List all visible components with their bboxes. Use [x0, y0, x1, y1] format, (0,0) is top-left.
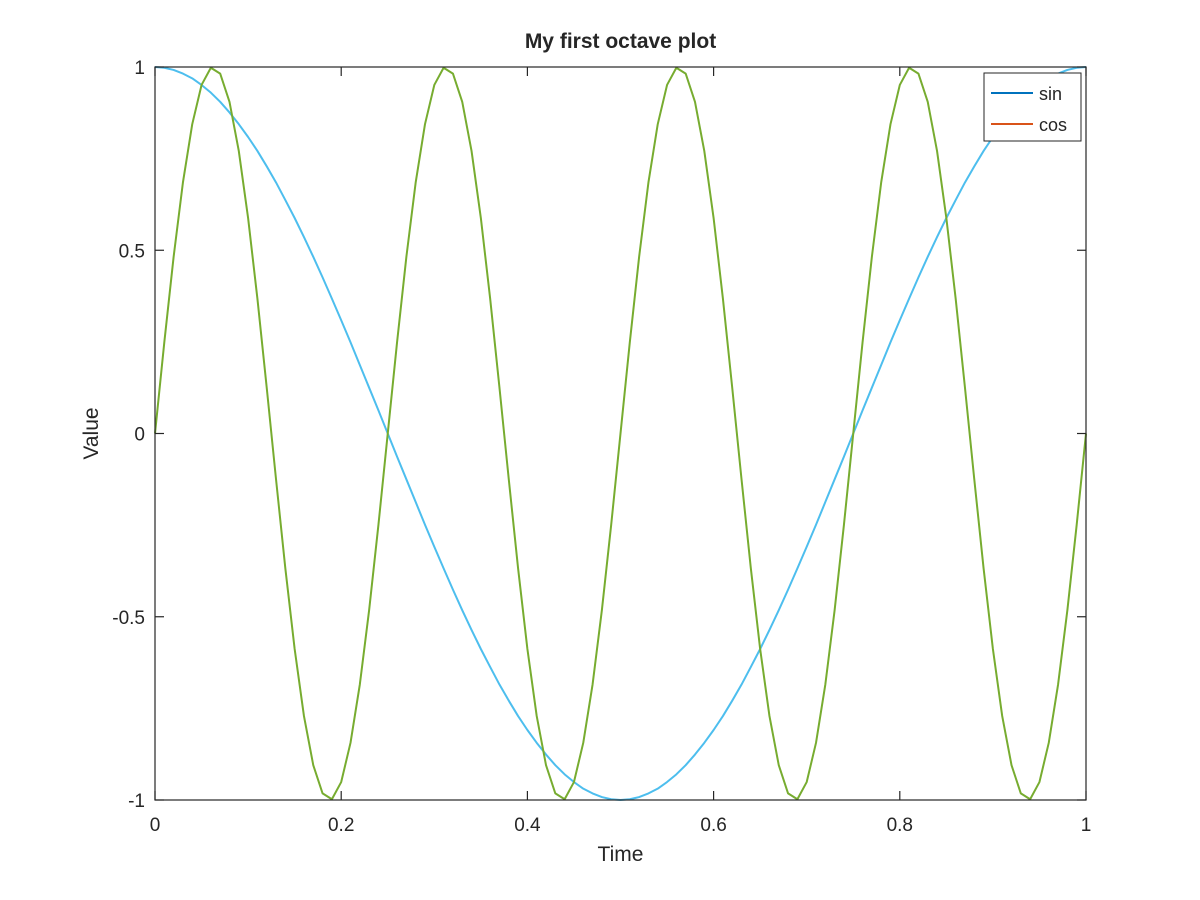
tick-layer: 0 0.2 0.4 0.6 0.8 1 -1 -0.5 0 0.5 1 — [112, 58, 1091, 836]
y-axis-label: Value — [80, 407, 103, 459]
x-tick-label: 0.8 — [887, 815, 913, 836]
x-tick-label: 0 — [150, 815, 161, 836]
x-axis-label: Time — [598, 843, 644, 866]
y-tick-label: 1 — [134, 58, 145, 79]
legend: sin cos — [983, 72, 1082, 142]
series-line-2 — [154, 66, 1087, 801]
y-tick-label: -1 — [128, 791, 145, 812]
x-tick-label: 1 — [1081, 815, 1092, 836]
legend-label-cos: cos — [1039, 115, 1067, 135]
plot-area: 0 0.2 0.4 0.6 0.8 1 -1 -0.5 0 0.5 1 — [112, 58, 1091, 836]
legend-label-sin: sin — [1039, 84, 1062, 104]
legend-box — [983, 72, 1082, 142]
y-tick-label: 0 — [134, 425, 145, 446]
x-tick-label: 0.6 — [700, 815, 726, 836]
x-tick-label: 0.4 — [514, 815, 541, 836]
x-tick-label: 0.2 — [328, 815, 354, 836]
y-tick-label: 0.5 — [119, 241, 145, 262]
y-tick-label: -0.5 — [112, 608, 145, 629]
chart-title: My first octave plot — [525, 30, 716, 53]
